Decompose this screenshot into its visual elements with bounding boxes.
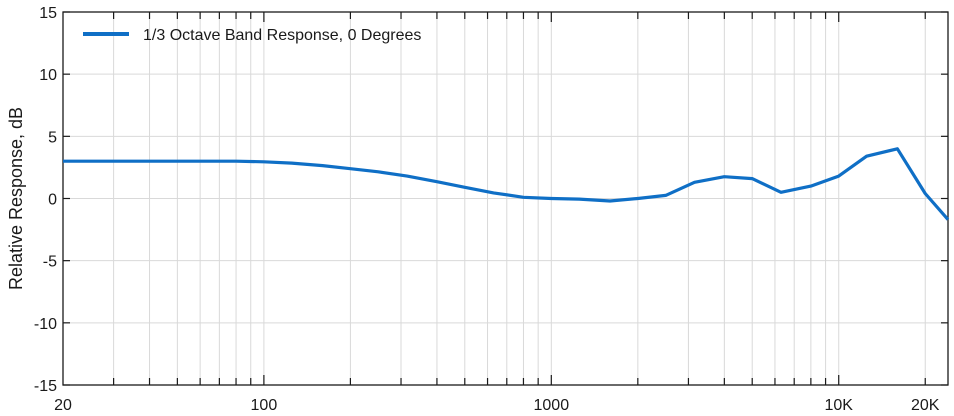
y-tick-label: 10 [39,67,57,84]
y-tick-label: -15 [34,378,57,395]
y-tick-label: 15 [39,5,57,22]
x-axis-tick-labels: 20 100 1000 10K 20K [54,397,940,414]
y-tick-label: 0 [48,192,57,209]
series-layer [63,147,950,221]
x-tick-label: 1000 [534,397,570,414]
x-tick-label: 20 [54,397,72,414]
x-tick-label: 100 [251,397,278,414]
y-axis-tick-labels: 15 10 5 0 -5 -10 -15 [34,5,57,395]
y-tick-label: -10 [34,316,57,333]
y-tick-label: 5 [48,129,57,146]
legend: 1/3 Octave Band Response, 0 Degrees [83,27,421,44]
x-tick-label: 20K [911,397,940,414]
grid [63,12,948,385]
series-line [63,147,950,221]
x-tick-label: 10K [824,397,853,414]
y-axis-label: Relative Response, dB [6,107,26,290]
axis-ticks [63,11,948,386]
legend-label: 1/3 Octave Band Response, 0 Degrees [143,27,421,44]
y-tick-label: -5 [43,254,57,271]
